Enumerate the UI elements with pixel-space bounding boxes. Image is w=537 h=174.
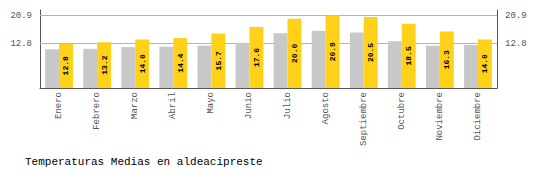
svg-text:15.7: 15.7 [214, 51, 223, 70]
svg-text:18.5: 18.5 [404, 46, 413, 65]
svg-text:20.5: 20.5 [366, 43, 375, 62]
svg-text:Mayo: Mayo [206, 92, 216, 114]
svg-text:Julio: Julio [283, 92, 293, 119]
svg-text:Junio: Junio [244, 92, 254, 119]
svg-text:Marzo: Marzo [130, 92, 140, 119]
svg-text:20.9: 20.9 [328, 42, 337, 61]
svg-text:14.4: 14.4 [176, 53, 185, 72]
svg-text:20.0: 20.0 [290, 44, 299, 63]
svg-text:Abril: Abril [168, 92, 178, 119]
svg-text:14.0: 14.0 [480, 54, 489, 73]
svg-text:20.9: 20.9 [505, 11, 527, 21]
svg-text:Febrero: Febrero [92, 92, 102, 130]
svg-text:Noviembre: Noviembre [435, 92, 445, 141]
svg-text:12.8: 12.8 [61, 56, 70, 75]
svg-text:Temperaturas Medias en aldeaci: Temperaturas Medias en aldeacipreste [25, 156, 263, 168]
svg-text:Septiembre: Septiembre [359, 92, 369, 146]
svg-text:Agosto: Agosto [321, 92, 331, 124]
svg-text:12.8: 12.8 [505, 39, 527, 49]
svg-text:13.2: 13.2 [100, 55, 109, 74]
svg-text:12.8: 12.8 [10, 39, 32, 49]
svg-text:16.3: 16.3 [442, 50, 451, 69]
svg-text:Octubre: Octubre [397, 92, 407, 130]
svg-text:20.9: 20.9 [10, 11, 32, 21]
svg-text:17.6: 17.6 [252, 48, 261, 67]
svg-text:14.0: 14.0 [138, 54, 147, 73]
svg-text:Enero: Enero [54, 92, 64, 119]
svg-text:Diciembre: Diciembre [473, 92, 483, 141]
